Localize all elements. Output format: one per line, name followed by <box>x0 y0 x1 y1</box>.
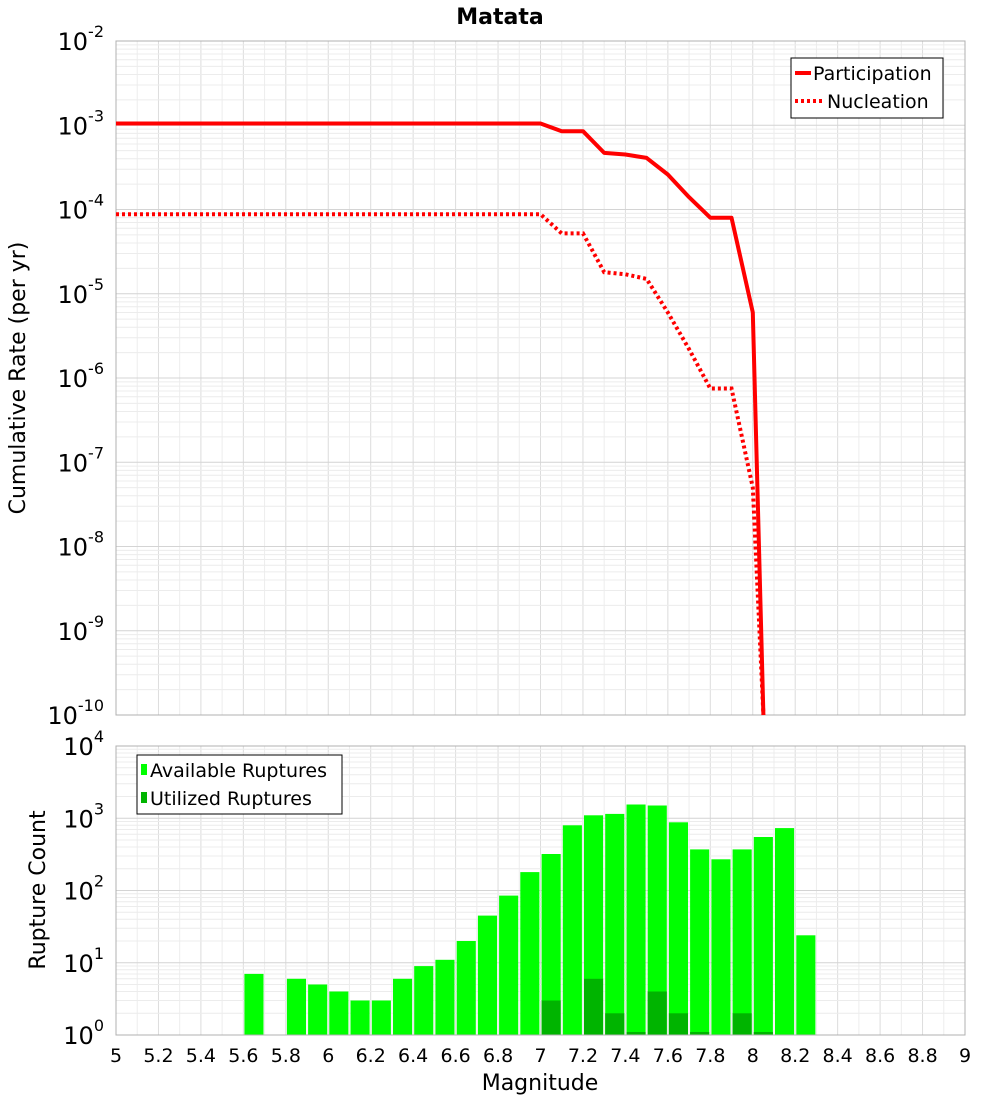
available-ruptures-bar <box>690 849 710 1035</box>
legend-utilized-label: Utilized Ruptures <box>150 788 312 810</box>
bottom-legend-box <box>136 754 343 815</box>
utilized-ruptures-bar <box>541 1000 561 1035</box>
x-tick-label: 5.2 <box>143 1045 173 1067</box>
top-y-tick-label: 10-6 <box>58 359 105 393</box>
chart-title: Matata <box>456 5 543 30</box>
available-ruptures-bar <box>435 959 455 1035</box>
utilized-ruptures-bar <box>584 978 604 1035</box>
available-ruptures-bar <box>753 837 773 1035</box>
available-ruptures-bar <box>562 825 582 1035</box>
available-ruptures-bar <box>393 978 413 1035</box>
available-ruptures-bar <box>520 872 540 1035</box>
x-tick-label: 5.4 <box>186 1045 216 1067</box>
bottom-y-tick-label: 100 <box>63 1016 104 1050</box>
available-ruptures-bar <box>647 805 667 1035</box>
x-tick-label: 7.4 <box>610 1045 640 1067</box>
available-ruptures-bar <box>414 966 434 1035</box>
available-ruptures-bar <box>244 973 264 1035</box>
legend-utilized-swatch <box>141 792 147 803</box>
bottom-panel-x-ticks: 5 5.2 5.4 5.6 5.8 6 6.2 6.4 6.6 6.8 7 7.2 7.4 7.6 7.8 8… <box>110 1045 971 1067</box>
utilized-ruptures-bar <box>753 1032 773 1035</box>
legend-available-swatch <box>141 764 147 775</box>
available-ruptures-bar <box>668 822 688 1035</box>
available-ruptures-bar <box>732 849 752 1035</box>
x-axis-label: Magnitude <box>482 1071 599 1096</box>
bottom-panel-frame <box>115 745 966 1036</box>
available-ruptures-bar <box>308 984 328 1035</box>
x-tick-label: 8.6 <box>865 1045 895 1067</box>
x-tick-label: 6.6 <box>440 1045 470 1067</box>
available-ruptures-bar <box>626 804 646 1035</box>
available-ruptures-bar <box>371 1000 391 1035</box>
top-y-tick-label: 10-7 <box>58 443 105 477</box>
legend-available-label: Available Ruptures <box>150 760 327 782</box>
top-panel-grid <box>115 41 966 716</box>
available-ruptures-bar <box>286 978 306 1035</box>
x-tick-label: 7.8 <box>695 1045 725 1067</box>
bottom-y-tick-label: 102 <box>63 872 104 906</box>
available-ruptures-bar <box>350 1000 370 1035</box>
available-ruptures-bar <box>711 859 731 1035</box>
utilized-ruptures-bar <box>690 1032 710 1035</box>
top-y-tick-label: 10-2 <box>58 22 105 56</box>
bottom-panel-y-ticks: 100 101 102 103 104 <box>63 727 104 1050</box>
available-ruptures-bar <box>541 854 561 1035</box>
x-tick-label: 6.8 <box>483 1045 513 1067</box>
top-panel-frame <box>115 40 966 716</box>
x-tick-label: 6.4 <box>398 1045 428 1067</box>
x-tick-label: 8.8 <box>907 1045 937 1067</box>
available-ruptures-bar <box>477 915 497 1035</box>
top-y-tick-label: 10-4 <box>58 191 105 225</box>
bottom-panel-bars <box>244 804 816 1035</box>
top-panel-series <box>116 121 766 716</box>
top-panel-y-ticks: 10-10 10-9 10-8 10-7 10-6 10-5 10-4 10-3 10-2 <box>47 22 104 730</box>
bottom-y-tick-label: 104 <box>63 727 104 761</box>
available-ruptures-bar <box>499 895 519 1035</box>
bottom-y-tick-label: 101 <box>63 944 104 978</box>
x-tick-label: 8 <box>747 1045 759 1067</box>
x-tick-label: 9 <box>959 1045 971 1067</box>
x-tick-label: 5.6 <box>228 1045 258 1067</box>
utilized-ruptures-bar <box>668 1013 688 1035</box>
top-legend: Participation Nucleation <box>790 57 944 119</box>
x-tick-label: 5.8 <box>271 1045 301 1067</box>
x-tick-label: 8.2 <box>780 1045 810 1067</box>
x-tick-label: 6 <box>322 1045 334 1067</box>
x-tick-label: 7 <box>534 1045 546 1067</box>
utilized-ruptures-bar <box>626 1032 646 1035</box>
available-ruptures-bar <box>796 935 816 1035</box>
top-y-tick-label: 10-5 <box>58 275 105 309</box>
top-y-tick-label: 10-9 <box>58 612 105 646</box>
utilized-ruptures-bar <box>732 1013 752 1035</box>
participation-series-line <box>116 121 766 716</box>
x-tick-label: 8.4 <box>823 1045 853 1067</box>
top-legend-box <box>790 57 944 119</box>
x-tick-label: 7.2 <box>568 1045 598 1067</box>
x-tick-label: 5 <box>110 1045 122 1067</box>
available-ruptures-bar <box>605 813 625 1035</box>
top-y-tick-label: 10-8 <box>58 528 105 562</box>
top-y-axis-label: Cumulative Rate (per yr) <box>6 242 31 515</box>
legend-nucleation-label: Nucleation <box>827 91 929 113</box>
bottom-y-tick-label: 103 <box>63 799 104 833</box>
legend-participation-label: Participation <box>813 63 932 85</box>
utilized-ruptures-bar <box>605 1013 625 1035</box>
top-y-tick-label: 10-3 <box>58 106 105 140</box>
x-tick-label: 7.6 <box>653 1045 683 1067</box>
utilized-ruptures-bar <box>647 991 667 1035</box>
bottom-legend: Available Ruptures Utilized Ruptures <box>136 754 343 815</box>
bottom-y-axis-label: Rupture Count <box>26 810 51 970</box>
nucleation-series-line <box>116 212 766 716</box>
available-ruptures-bar <box>329 991 349 1035</box>
top-y-tick-label: 10-10 <box>47 696 104 730</box>
x-tick-label: 6.2 <box>356 1045 386 1067</box>
available-ruptures-bar <box>456 941 476 1035</box>
available-ruptures-bar <box>775 828 795 1035</box>
